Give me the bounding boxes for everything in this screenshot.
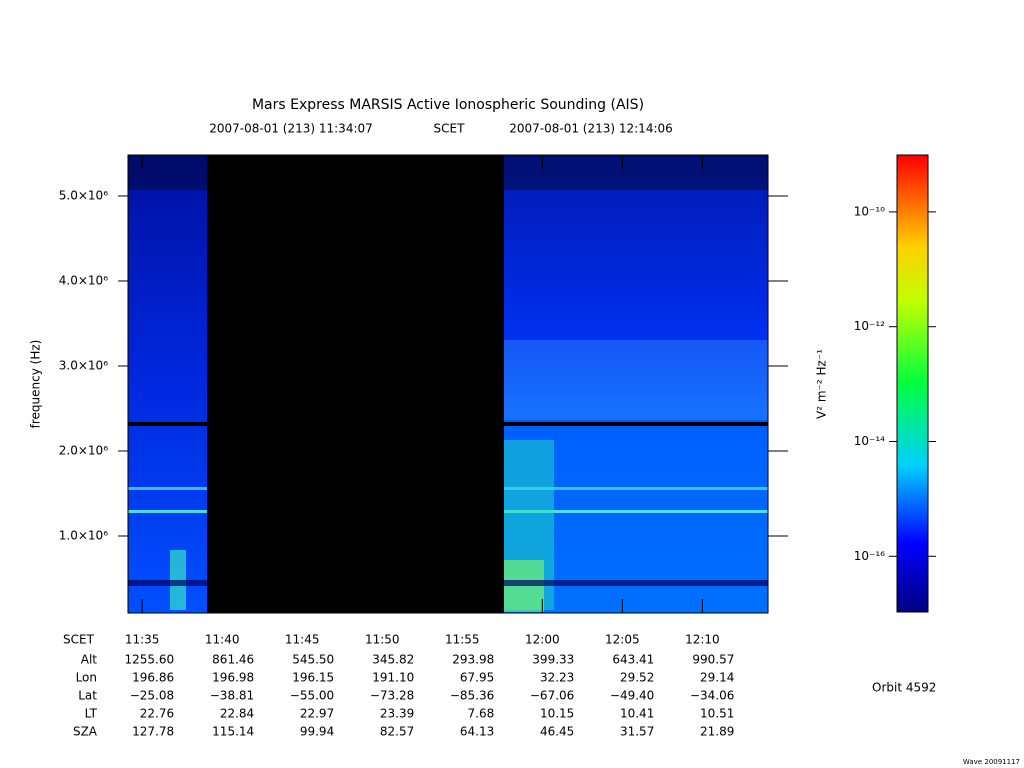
scet-row-label: SCET (63, 633, 95, 647)
colorbar-tick-label: 10⁻¹⁶ (854, 549, 885, 563)
ephemeris-value: 345.82 (372, 653, 414, 667)
x-tick-label: 12:05 (605, 633, 640, 647)
colorbar (896, 154, 929, 613)
ephemeris-value: −49.40 (610, 689, 654, 703)
ephemeris-value: −73.28 (370, 689, 414, 703)
x-tick-label: 11:45 (285, 633, 320, 647)
ephemeris-value: 115.14 (212, 725, 254, 739)
x-tick-label: 11:55 (445, 633, 480, 647)
ephemeris-value: −38.81 (210, 689, 254, 703)
colorbar-tick-label: 10⁻¹⁴ (854, 434, 885, 448)
ephemeris-value: 196.98 (212, 671, 254, 685)
ephemeris-value: 67.95 (460, 671, 494, 685)
x-tick-label: 11:40 (205, 633, 240, 647)
y-tick-label: 2.0×10⁶ (59, 443, 108, 457)
ephemeris-value: 545.50 (292, 653, 334, 667)
colorbar-label: V² m⁻² Hz⁻¹ (815, 349, 829, 419)
end-time: 2007-08-01 (213) 12:14:06 (509, 122, 673, 136)
ephemeris-value: 10.15 (540, 707, 574, 721)
ephemeris-value: −55.00 (290, 689, 334, 703)
ephemeris-value: −25.08 (130, 689, 174, 703)
scet-label: SCET (434, 122, 466, 136)
chart-title: Mars Express MARSIS Active Ionospheric S… (252, 97, 644, 113)
ephemeris-value: 861.46 (212, 653, 254, 667)
y-tick-label: 1.0×10⁶ (59, 528, 108, 542)
ephemeris-value: 643.41 (612, 653, 654, 667)
y-tick-label: 5.0×10⁶ (59, 188, 108, 202)
ephemeris-row-label: LT (85, 707, 98, 721)
footer: Wave 20091117 (963, 758, 1020, 766)
ephemeris-value: 196.15 (292, 671, 334, 685)
ephemeris-value: 127.78 (132, 725, 174, 739)
ephemeris-value: 21.89 (700, 725, 734, 739)
ephemeris-value: 82.57 (380, 725, 414, 739)
ephemeris-value: 196.86 (132, 671, 174, 685)
y-axis-label: frequency (Hz) (29, 340, 43, 429)
colorbar-tick-label: 10⁻¹² (854, 319, 885, 333)
ephemeris-value: −34.06 (690, 689, 734, 703)
ephemeris-value: 22.84 (220, 707, 254, 721)
ephemeris-value: 31.57 (620, 725, 654, 739)
x-tick-label: 11:35 (125, 633, 160, 647)
ephemeris-value: 7.68 (468, 707, 495, 721)
ephemeris-value: 990.57 (692, 653, 734, 667)
start-time: 2007-08-01 (213) 11:34:07 (209, 122, 373, 136)
ephemeris-value: 293.98 (452, 653, 494, 667)
ephemeris-row-label: Alt (81, 653, 98, 667)
ephemeris-value: 46.45 (540, 725, 574, 739)
x-tick-label: 12:10 (685, 633, 720, 647)
ephemeris-value: 29.52 (620, 671, 654, 685)
ephemeris-value: 23.39 (380, 707, 414, 721)
ephemeris-row-label: SZA (73, 725, 98, 739)
y-tick-label: 4.0×10⁶ (59, 273, 108, 287)
ephemeris-value: 191.10 (372, 671, 414, 685)
spectrogram-image (128, 155, 768, 613)
ephemeris-value: 64.13 (460, 725, 494, 739)
ephemeris-value: 29.14 (700, 671, 734, 685)
orbit-label: Orbit 4592 (872, 681, 936, 695)
ephemeris-value: 22.97 (300, 707, 334, 721)
x-tick-label: 12:00 (525, 633, 560, 647)
ephemeris-row-label: Lat (78, 689, 97, 703)
ephemeris-value: 10.41 (620, 707, 654, 721)
ephemeris-value: 399.33 (532, 653, 574, 667)
ephemeris-value: −85.36 (450, 689, 494, 703)
ephemeris-value: 1255.60 (125, 653, 175, 667)
y-tick-label: 3.0×10⁶ (59, 358, 108, 372)
ephemeris-value: 99.94 (300, 725, 334, 739)
plot-frame (127, 154, 769, 614)
ephemeris-value: 32.23 (540, 671, 574, 685)
ephemeris-value: −67.06 (530, 689, 574, 703)
x-tick-label: 11:50 (365, 633, 400, 647)
ephemeris-value: 10.51 (700, 707, 734, 721)
ephemeris-row-label: Lon (76, 671, 97, 685)
ephemeris-value: 22.76 (140, 707, 174, 721)
colorbar-tick-label: 10⁻¹⁰ (854, 204, 885, 218)
